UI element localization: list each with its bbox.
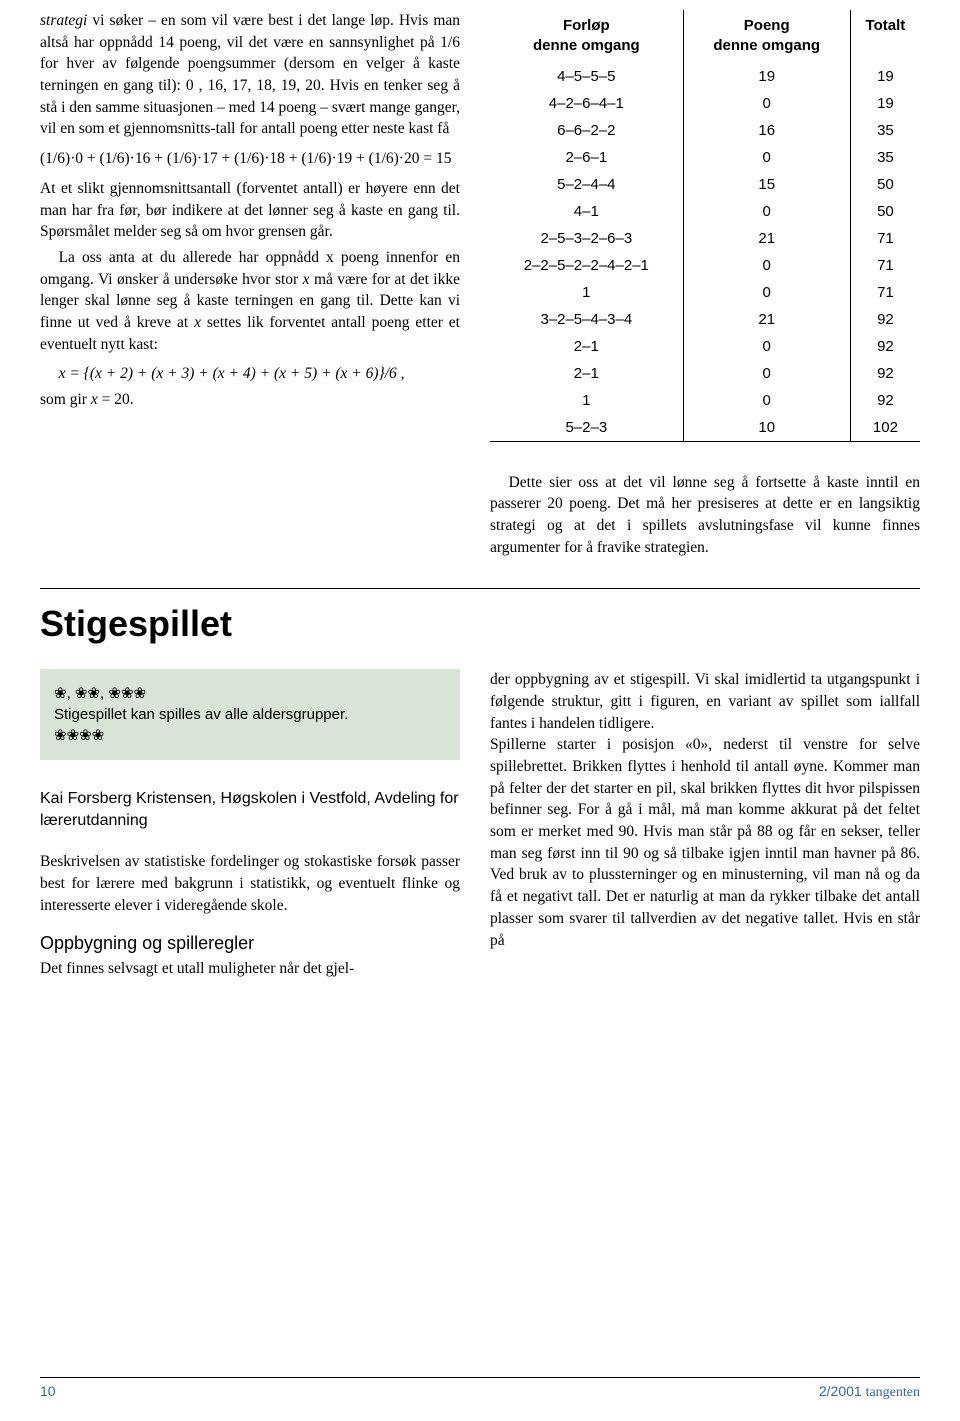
equation-2: x = {(x + 2) + (x + 3) + (x + 4) + (x + … xyxy=(59,363,460,385)
equation-1: (1/6)·0 + (1/6)·16 + (1/6)·17 + (1/6)·18… xyxy=(40,148,460,170)
table-row: 2–6–1035 xyxy=(490,144,920,171)
table-header-1: Forløpdenne omgang xyxy=(490,10,683,63)
article-title: Stigespillet xyxy=(40,603,920,645)
paragraph-3: La oss anta at du allerede har oppnådd x… xyxy=(40,247,460,355)
issue-number: 2/2001 xyxy=(819,1383,866,1399)
subheading: Oppbygning og spilleregler xyxy=(40,931,460,956)
table-row: 2–2–5–2–2–4–2–1071 xyxy=(490,252,920,279)
bottom-left-p2: Det finnes selvsagt et utall muligheter … xyxy=(40,958,460,980)
paragraph-2: At et slikt gjennomsnittsantall (forvent… xyxy=(40,178,460,243)
table-row: 2–1092 xyxy=(490,333,920,360)
section-divider xyxy=(40,588,920,589)
table-row: 2–1092 xyxy=(490,360,920,387)
table-header-2: Poengdenne omgang xyxy=(683,10,850,63)
table-row: 5–2–310102 xyxy=(490,414,920,442)
paragraph-4: som gir x = 20. xyxy=(40,389,460,411)
bottom-right-paragraph: der oppbygning av et stigespill. Vi skal… xyxy=(490,669,920,951)
table-row: 2–5–3–2–6–32171 xyxy=(490,225,920,252)
table-row: 1092 xyxy=(490,387,920,414)
page-footer: 10 2/2001 tangenten xyxy=(40,1377,920,1401)
table-row: 4–5–5–51919 xyxy=(490,63,920,90)
right-paragraph: Dette sier oss at det vil lønne seg å fo… xyxy=(490,472,920,559)
info-box-line3: ❀❀❀❀ xyxy=(54,725,446,746)
table-row: 5–2–4–41550 xyxy=(490,171,920,198)
intro-paragraph: strategi vi søker – en som vil være best… xyxy=(40,10,460,140)
table-row: 1071 xyxy=(490,279,920,306)
info-box: ❀, ❀❀, ❀❀❀ Stigespillet kan spilles av a… xyxy=(40,669,460,760)
info-box-line2: Stigespillet kan spilles av alle aldersg… xyxy=(54,704,446,725)
score-table: Forløpdenne omgang Poengdenne omgang Tot… xyxy=(490,10,920,442)
page-number: 10 xyxy=(40,1383,56,1401)
table-row: 6–6–2–21635 xyxy=(490,117,920,144)
info-box-line1: ❀, ❀❀, ❀❀❀ xyxy=(54,683,446,704)
table-row: 3–2–5–4–3–42192 xyxy=(490,306,920,333)
bottom-left-p1: Beskrivelsen av statistiske fordelinger … xyxy=(40,851,460,916)
table-header-3: Totalt xyxy=(850,10,920,63)
table-row: 4–1050 xyxy=(490,198,920,225)
journal-name: tangenten xyxy=(866,1385,920,1400)
author-line: Kai Forsberg Kristensen, Høgskolen i Ves… xyxy=(40,788,460,831)
table-row: 4–2–6–4–1019 xyxy=(490,90,920,117)
